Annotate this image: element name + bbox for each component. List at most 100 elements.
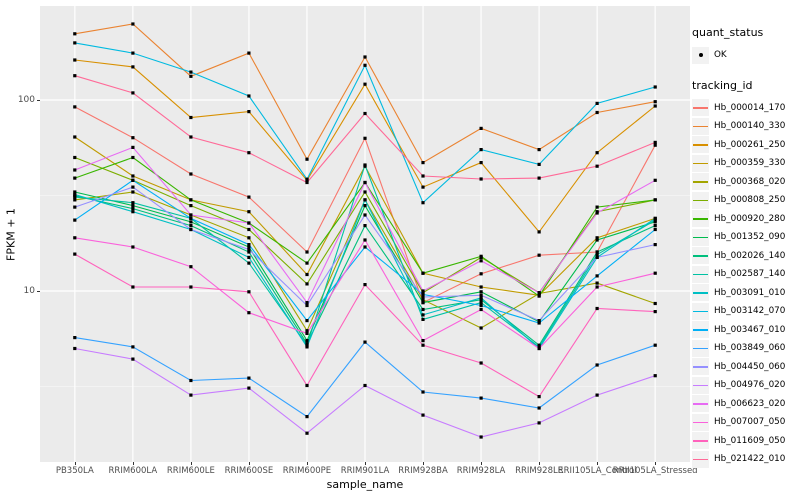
legend-item-label: Hb_003849_060	[714, 343, 786, 354]
legend-key-swatch	[692, 99, 709, 117]
data-point	[305, 319, 309, 323]
data-point	[537, 395, 541, 399]
x-tick-label: RRIM600LA	[108, 466, 158, 476]
data-point	[189, 198, 193, 202]
data-point	[421, 301, 425, 305]
legend-line-icon	[693, 181, 708, 183]
legend-item-Hb_004450_060: Hb_004450_060	[692, 358, 798, 377]
data-point	[421, 292, 425, 296]
data-point	[537, 294, 541, 298]
data-point	[653, 271, 657, 275]
data-point	[131, 91, 135, 95]
data-point	[363, 213, 367, 217]
data-point	[479, 361, 483, 365]
legend-item-Hb_000920_280: Hb_000920_280	[692, 210, 798, 229]
legend-item-Hb_000140_330: Hb_000140_330	[692, 117, 798, 136]
data-point	[305, 303, 309, 308]
data-point	[131, 65, 135, 69]
data-point	[595, 255, 599, 259]
legend-item-label: Hb_000920_280	[714, 213, 786, 224]
legend-key-swatch	[692, 376, 709, 394]
data-point	[73, 58, 77, 62]
legend-key-swatch	[692, 173, 709, 191]
legend-key-swatch	[692, 117, 709, 135]
legend-line-icon	[693, 107, 708, 109]
data-point	[479, 259, 483, 263]
legend-line-icon	[693, 310, 708, 313]
data-point	[73, 176, 77, 180]
data-point	[131, 174, 135, 178]
data-point	[537, 253, 541, 257]
data-point	[363, 198, 367, 202]
legend-item-Hb_000359_330: Hb_000359_330	[692, 154, 798, 173]
legend-item-Hb_000368_020: Hb_000368_020	[692, 173, 798, 192]
data-point	[653, 243, 657, 247]
x-tick-mark	[597, 462, 599, 465]
legend-item-label: Hb_004976_020	[714, 380, 786, 391]
legend-key-swatch	[692, 265, 709, 283]
legend-line-icon	[693, 199, 708, 202]
legend: quant_status OK tracking_id Hb_000014_17…	[692, 26, 798, 483]
legend-item-Hb_011609_050: Hb_011609_050	[692, 432, 798, 451]
data-point	[363, 204, 367, 208]
data-point	[131, 178, 135, 182]
data-point	[305, 415, 309, 419]
data-point	[595, 285, 599, 289]
legend-item-label: Hb_002587_140	[714, 269, 786, 280]
legend-line-icon	[693, 421, 708, 424]
legend-line-icon	[693, 162, 708, 165]
data-point	[305, 272, 309, 277]
legend-item-Hb_003142_070: Hb_003142_070	[692, 302, 798, 321]
data-point	[421, 390, 425, 394]
data-point	[189, 216, 193, 220]
data-point	[73, 192, 77, 197]
legend-item-label: Hb_003142_070	[714, 306, 786, 317]
data-point	[131, 136, 135, 140]
data-point	[479, 272, 483, 276]
legend-key-swatch	[692, 191, 709, 209]
x-tick-label: RRIM928BA	[398, 466, 448, 476]
data-point	[421, 289, 425, 293]
legend-key-swatch	[692, 136, 709, 154]
data-point	[189, 115, 193, 120]
data-point	[595, 250, 599, 254]
data-point	[189, 378, 193, 383]
data-point	[247, 51, 251, 55]
data-point	[537, 343, 541, 347]
data-point	[189, 74, 193, 78]
data-point	[73, 252, 77, 256]
data-point	[363, 111, 367, 116]
data-point	[363, 63, 367, 67]
x-tick-label: RRII105LA_Stressed	[612, 466, 698, 476]
legend-quant-status-title: quant_status	[692, 26, 764, 39]
legend-item-Hb_000261_250: Hb_000261_250	[692, 136, 798, 155]
data-point	[189, 224, 193, 228]
data-point	[363, 224, 367, 228]
x-tick-mark	[74, 462, 76, 465]
x-tick-label: RRIM901LA	[340, 466, 390, 476]
data-point	[421, 313, 425, 317]
data-point	[305, 331, 309, 335]
data-point	[479, 298, 483, 302]
data-point	[421, 185, 425, 189]
x-tick-mark	[306, 462, 308, 465]
legend-item-label: Hb_006623_020	[714, 398, 786, 409]
data-point	[421, 201, 425, 205]
x-axis-title: sample_name	[326, 478, 404, 491]
data-point	[595, 274, 599, 278]
data-point	[189, 265, 193, 269]
data-point	[73, 105, 77, 109]
data-point	[247, 250, 251, 254]
data-point	[421, 343, 425, 347]
y-tick-label: 10	[23, 286, 35, 296]
legend-line-icon	[693, 292, 708, 294]
data-point	[479, 290, 483, 294]
data-point	[537, 162, 541, 166]
legend-key-swatch	[692, 358, 709, 376]
data-point	[363, 55, 367, 59]
data-point	[247, 261, 251, 265]
legend-item-Hb_002587_140: Hb_002587_140	[692, 265, 798, 284]
legend-key-swatch	[692, 321, 709, 339]
x-tick-label: RRIM928LA	[456, 466, 506, 476]
data-point	[73, 155, 77, 160]
